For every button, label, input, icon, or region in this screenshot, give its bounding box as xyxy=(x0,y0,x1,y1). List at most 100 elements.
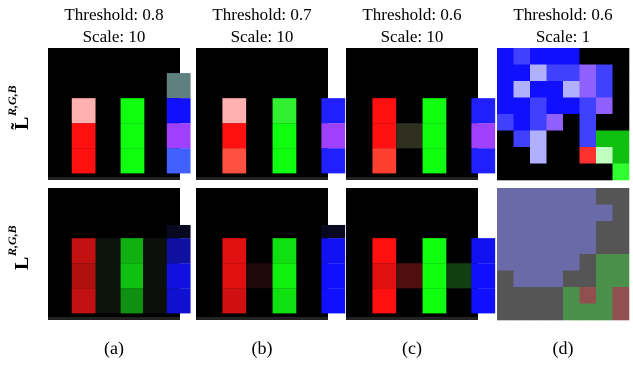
pixel xyxy=(72,238,96,263)
pixel xyxy=(547,114,564,131)
image xyxy=(196,188,345,320)
pixel xyxy=(547,188,564,205)
pixel xyxy=(222,238,246,263)
image-background xyxy=(346,48,478,180)
image xyxy=(497,48,629,180)
pixel xyxy=(547,287,564,304)
pixel xyxy=(613,188,630,205)
pixel xyxy=(121,238,145,263)
pixel xyxy=(514,188,531,205)
pixel xyxy=(471,148,495,173)
image xyxy=(497,188,629,320)
pixel xyxy=(580,287,597,304)
pixel xyxy=(596,287,613,304)
pixel xyxy=(563,65,580,82)
pixel xyxy=(563,147,580,164)
row-label-superscript: R,G,B xyxy=(5,225,19,257)
pixel xyxy=(497,164,514,181)
pixel xyxy=(167,148,191,173)
pixel xyxy=(423,288,447,313)
pixel xyxy=(372,148,396,173)
pixel xyxy=(580,304,597,321)
column-threshold: Threshold: 0.6 xyxy=(362,5,461,24)
pixel xyxy=(514,81,531,98)
pixel xyxy=(167,263,191,288)
pixel xyxy=(596,81,613,98)
pixel xyxy=(530,304,547,321)
pixel xyxy=(96,238,121,313)
pixel xyxy=(514,65,531,82)
pixel xyxy=(613,114,630,131)
pixel xyxy=(497,131,514,148)
pixel xyxy=(580,65,597,82)
pixel xyxy=(563,114,580,131)
pixel xyxy=(514,164,531,181)
image-edge xyxy=(48,317,180,320)
pixel xyxy=(530,271,547,288)
pixel xyxy=(72,263,96,288)
pixel xyxy=(613,254,630,271)
pixel xyxy=(372,98,396,123)
pixel xyxy=(596,147,613,164)
pixel xyxy=(530,238,547,255)
pixel xyxy=(580,114,597,131)
pixel xyxy=(563,304,580,321)
pixel xyxy=(372,288,396,313)
pixel xyxy=(321,148,345,173)
image-edge xyxy=(196,317,328,320)
pixel xyxy=(514,131,531,148)
pixel xyxy=(72,148,96,173)
pixel xyxy=(596,271,613,288)
pixel xyxy=(547,65,564,82)
pixel xyxy=(613,65,630,82)
pixel xyxy=(497,205,514,222)
pixel xyxy=(580,81,597,98)
pixel xyxy=(613,287,630,304)
pixel xyxy=(121,288,145,313)
pixel xyxy=(563,271,580,288)
pixel xyxy=(596,131,613,148)
pixel xyxy=(530,114,547,131)
pixel xyxy=(497,81,514,98)
pixel xyxy=(596,254,613,271)
pixel xyxy=(497,221,514,238)
pixel xyxy=(563,188,580,205)
row-label-base: L̃ xyxy=(10,117,33,130)
pixel xyxy=(497,114,514,131)
pixel xyxy=(547,304,564,321)
image xyxy=(48,48,191,180)
pixel xyxy=(580,271,597,288)
pixel xyxy=(580,48,597,65)
pixel xyxy=(596,98,613,115)
pixel xyxy=(580,254,597,271)
pixel xyxy=(471,288,495,313)
pixel xyxy=(273,288,297,313)
pixel xyxy=(547,238,564,255)
pixel xyxy=(613,238,630,255)
pixel xyxy=(471,98,495,123)
pixel xyxy=(167,98,191,123)
image xyxy=(196,48,345,180)
pixel xyxy=(121,148,145,173)
pixel xyxy=(167,238,191,263)
pixel xyxy=(547,81,564,98)
pixel xyxy=(530,164,547,181)
column-scale: Scale: 10 xyxy=(83,27,146,46)
pixel xyxy=(530,188,547,205)
caption: (c) xyxy=(402,338,422,359)
pixel xyxy=(167,225,191,238)
pixel xyxy=(423,123,447,148)
pixel xyxy=(563,98,580,115)
pixel xyxy=(273,123,297,148)
pixel xyxy=(530,221,547,238)
pixel xyxy=(497,287,514,304)
pixel xyxy=(580,188,597,205)
column-threshold: Threshold: 0.8 xyxy=(64,5,163,24)
pixel xyxy=(530,147,547,164)
pixel xyxy=(613,304,630,321)
pixel xyxy=(514,287,531,304)
image xyxy=(48,188,191,320)
pixel xyxy=(497,188,514,205)
pixel xyxy=(547,147,564,164)
pixel xyxy=(563,238,580,255)
